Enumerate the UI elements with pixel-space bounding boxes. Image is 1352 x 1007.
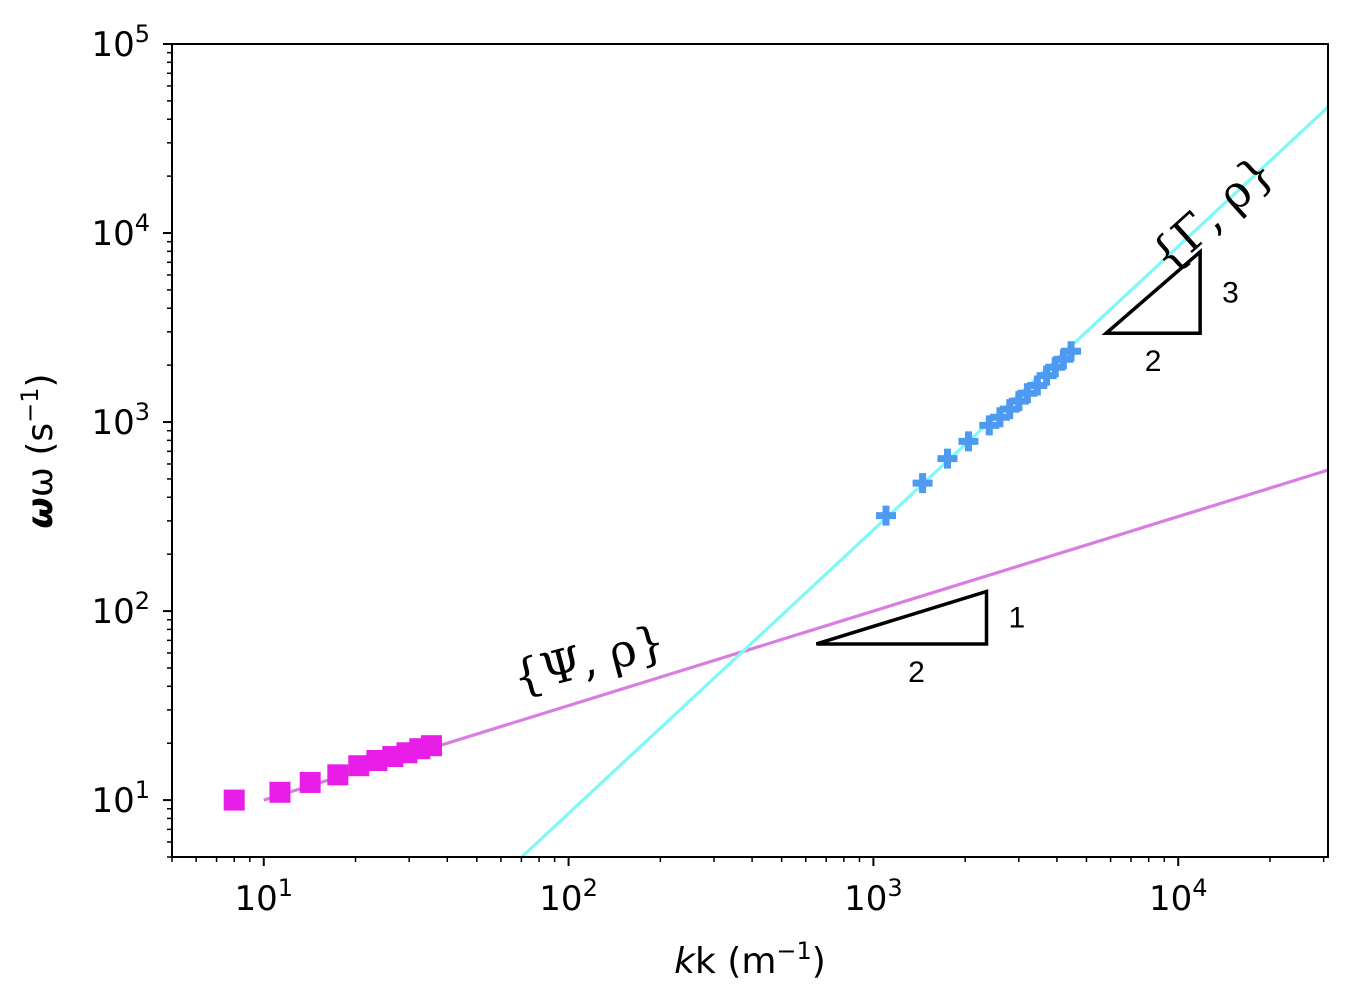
- data-point-plus: [958, 431, 979, 452]
- data-point-plus: [989, 407, 1010, 428]
- y-axis-label: ωω (s−1): [16, 373, 61, 528]
- x-tick-label: 103: [844, 874, 903, 919]
- data-point-square: [299, 771, 321, 793]
- data-point-plus: [912, 473, 933, 494]
- data-point-plus: [876, 505, 897, 526]
- triangle-run-label: 2: [1145, 345, 1162, 378]
- triangle-rise-label: 1: [1009, 602, 1026, 635]
- data-point-plus: [1061, 341, 1082, 362]
- x-axis-label: kk (m−1): [674, 937, 826, 982]
- data-point-square: [223, 789, 245, 811]
- data-point-square: [420, 735, 442, 757]
- x-tick-label: 104: [1149, 874, 1208, 919]
- plot-frame: [171, 43, 1329, 858]
- data-point-square: [366, 749, 388, 771]
- series-annotation-1: {Ψ, ρ}: [507, 614, 671, 705]
- y-tick-label: 102: [91, 587, 150, 632]
- slope-triangle-2: [1101, 248, 1202, 335]
- slope-triangle-1: [815, 589, 989, 646]
- x-tick-label: 101: [234, 874, 293, 919]
- y-tick-label: 101: [91, 776, 150, 821]
- triangle-rise-label: 3: [1222, 277, 1239, 310]
- y-tick-label: 103: [91, 398, 150, 443]
- series-annotation-2: {Γ, ρ}: [1139, 144, 1284, 282]
- x-tick-label: 102: [539, 874, 598, 919]
- data-point-plus: [979, 415, 1000, 436]
- data-point-plus: [1053, 349, 1074, 370]
- data-point-plus: [1036, 365, 1057, 386]
- data-point-plus: [1027, 375, 1048, 396]
- data-point-plus: [1045, 357, 1066, 378]
- data-point-square: [269, 781, 291, 803]
- y-tick-label: 105: [91, 20, 150, 65]
- data-point-plus: [999, 399, 1020, 420]
- data-point-plus: [937, 448, 958, 469]
- data-point-square: [348, 755, 370, 777]
- y-tick-label: 104: [91, 209, 150, 254]
- triangle-run-label: 2: [908, 656, 925, 689]
- data-point-plus: [1008, 391, 1029, 412]
- data-point-plus: [1017, 383, 1038, 404]
- data-point-square: [327, 764, 349, 786]
